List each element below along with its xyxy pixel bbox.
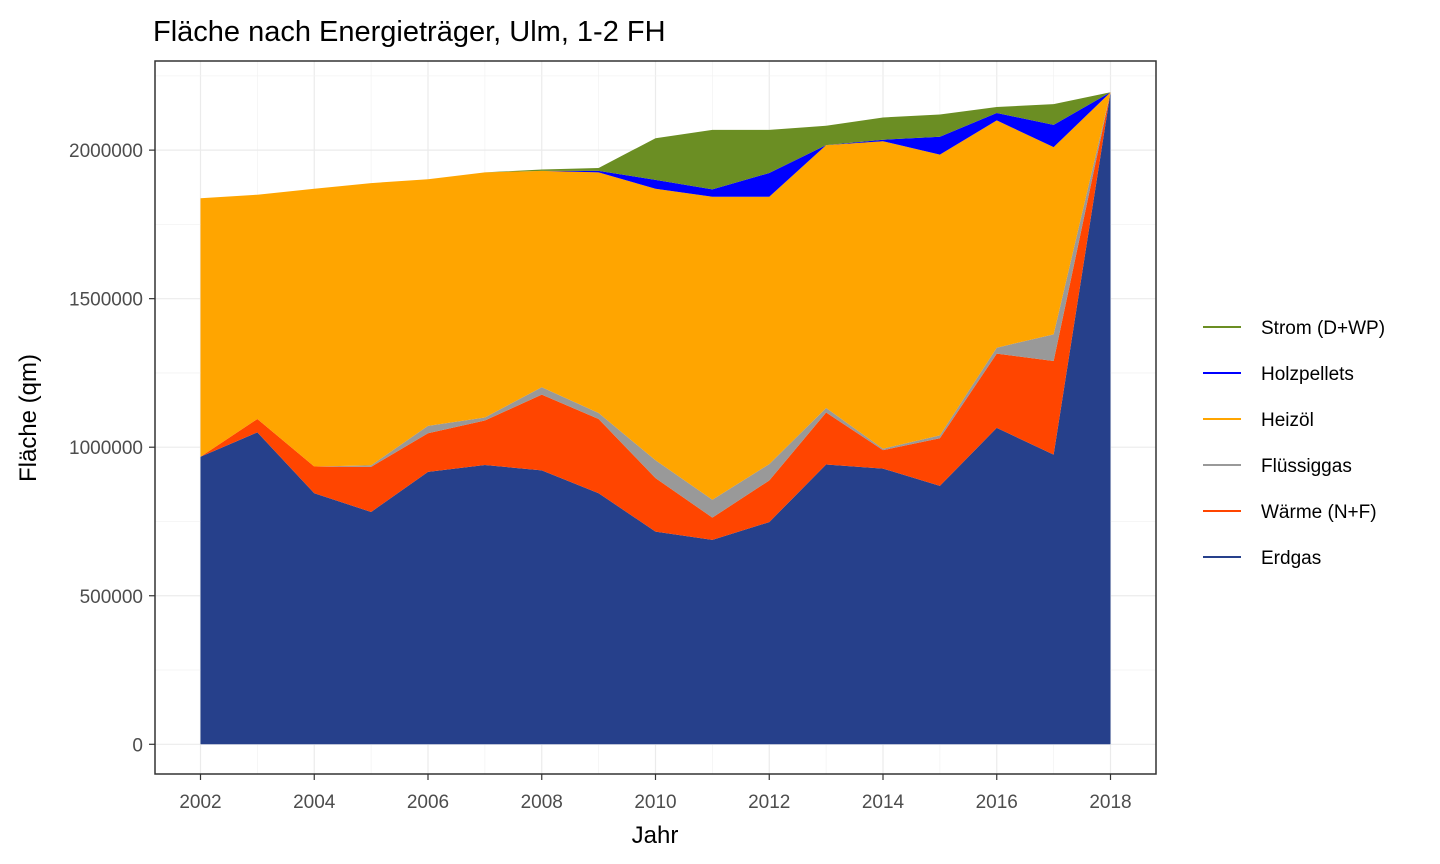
legend-label-holzpellets: Holzpellets: [1261, 364, 1354, 385]
legend-label-strom-d-wp: Strom (D+WP): [1261, 318, 1385, 339]
y-tick-label: 2000000: [69, 141, 143, 162]
area-heizöl: [200, 92, 1111, 500]
x-tick-label: 2008: [521, 792, 563, 813]
x-tick-label: 2004: [293, 792, 336, 813]
y-tick-label: 1500000: [69, 290, 143, 311]
area-series: [200, 92, 1111, 745]
y-axis: 0 500000 1000000 1500000 2000000: [69, 141, 155, 756]
legend-label-flüssiggas: Flüssiggas: [1261, 456, 1352, 477]
legend-label-erdgas: Erdgas: [1261, 548, 1321, 569]
x-tick-label: 2016: [976, 792, 1018, 813]
x-axis-title: Jahr: [632, 822, 679, 849]
x-axis: 2002 2004 2006 2008 2010 2012 2014 2016 2018: [179, 774, 1132, 813]
x-tick-label: 2012: [748, 792, 790, 813]
chart-title: Fläche nach Energieträger, Ulm, 1-2 FH: [153, 16, 666, 48]
legend-label-heizöl: Heizöl: [1261, 410, 1314, 431]
area-strom-d-wp: [200, 92, 1111, 199]
y-tick-label: 1000000: [69, 438, 143, 459]
x-tick-label: 2002: [179, 792, 221, 813]
legend: Strom (D+WP) Holzpellets Heizöl Flüssiggas W…: [1203, 318, 1385, 569]
x-tick-label: 2018: [1089, 792, 1131, 813]
x-tick-label: 2006: [407, 792, 449, 813]
legend-label-wärme-n-f: Wärme (N+F): [1261, 502, 1377, 523]
y-axis-title: Fläche (qm): [15, 354, 42, 482]
y-tick-label: 0: [132, 735, 143, 756]
area-erdgas: [200, 92, 1111, 745]
x-tick-label: 2014: [862, 792, 905, 813]
y-tick-label: 500000: [80, 587, 143, 608]
x-tick-label: 2010: [634, 792, 676, 813]
area-holzpellets: [200, 92, 1111, 199]
